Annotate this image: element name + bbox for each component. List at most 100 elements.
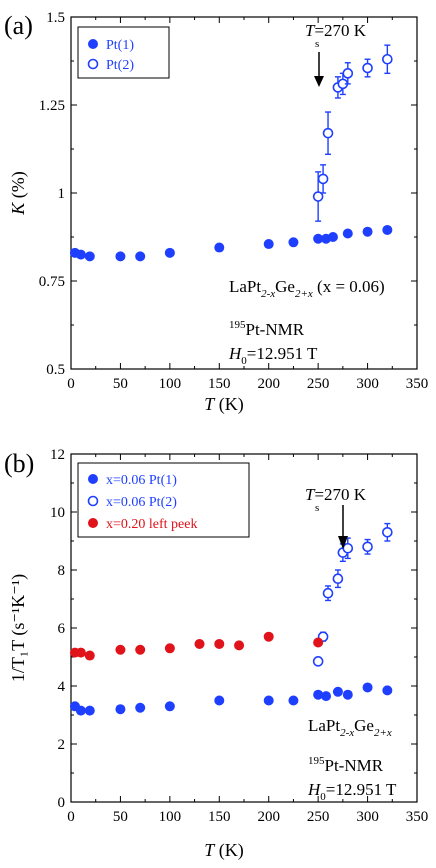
point-pt-2 — [322, 127, 334, 139]
point-x-0-20-left-peek — [115, 644, 126, 655]
y-tick-label: 1.5 — [46, 10, 65, 26]
panel-b-legend: x=0.06 Pt(1) x=0.06 Pt(2) x=0.20 left pe… — [77, 462, 250, 538]
x-tick-label: 100 — [159, 376, 182, 392]
panel-a-formula: LaPt2-xGe2+x (x = 0.06) — [229, 277, 385, 300]
panel-b-x-axis-label: T (K) — [204, 840, 244, 861]
point-pt-2 — [342, 68, 354, 79]
point-x-0-06-pt-2 — [332, 573, 344, 585]
point-pt-1 — [342, 228, 353, 239]
legend-b-label-pt2: x=0.06 Pt(2) — [106, 495, 177, 510]
panel-b-y-axis-label: 1/T₁T (s⁻¹K⁻¹) — [8, 574, 29, 682]
panel-b-ts-annotation: T=270 K s — [305, 485, 367, 549]
point-x-0-06-pt-1 — [342, 689, 353, 700]
x-tick-label: 150 — [208, 809, 231, 825]
point-pt-2 — [362, 62, 373, 74]
y-tick-label: 4 — [58, 679, 66, 695]
point-pt-1 — [84, 251, 95, 262]
x-tick-label: 50 — [113, 376, 128, 392]
point-pt-1 — [313, 233, 324, 244]
point-x-0-20-left-peek — [214, 638, 225, 649]
y-tick-label: 1.25 — [39, 98, 65, 114]
panel-b-field: H0=12.951 T — [307, 780, 397, 803]
x-tick-label: 350 — [406, 376, 429, 392]
point-x-0-06-pt-1 — [263, 695, 274, 706]
x-tick-label: 300 — [356, 376, 379, 392]
point-x-0-20-left-peek — [263, 631, 274, 642]
panel-a-x-tick-labels: 0 50 100 150 200 250 300 350 — [67, 376, 428, 392]
panel-a: (a) 0 50 100 150 200 250 300 350 0.5 0.75 1 1.25 1.… — [4, 10, 428, 415]
legend-b-label-x020: x=0.20 left peek — [106, 517, 197, 532]
point-x-0-20-left-peek — [164, 643, 175, 654]
point-x-0-06-pt-1 — [321, 691, 332, 702]
point-x-0-06-pt-2 — [322, 587, 334, 599]
x-tick-label: 150 — [208, 376, 231, 392]
panel-b-x-tick-labels: 0 50 100 150 200 250 300 350 — [67, 809, 428, 825]
legend-b-marker-pt2 — [87, 495, 99, 507]
legend-a-label-pt1: Pt(1) — [106, 38, 134, 53]
x-tick-label: 200 — [257, 376, 280, 392]
point-pt-1 — [164, 247, 175, 258]
y-tick-label: 6 — [58, 621, 66, 637]
x-tick-label: 100 — [159, 809, 182, 825]
legend-b-label-pt1: x=0.06 Pt(1) — [106, 473, 177, 488]
point-pt-1 — [327, 232, 338, 242]
panel-a-ts-annotation: T=270 K s — [305, 21, 367, 87]
point-x-0-20-left-peek — [75, 647, 86, 658]
point-x-0-06-pt-2 — [312, 656, 324, 667]
panel-a-ts-sub: s — [315, 38, 319, 50]
panel-b-nucleus: 195Pt-NMR — [308, 755, 384, 775]
panel-a-label: (a) — [4, 11, 33, 40]
y-tick-label: 0.75 — [39, 274, 65, 290]
point-x-0-20-left-peek — [194, 638, 205, 649]
legend-a-marker-pt1 — [88, 39, 98, 49]
point-x-0-20-left-peek — [84, 650, 95, 661]
point-x-0-06-pt-1 — [382, 685, 393, 696]
panel-a-ticks — [70, 16, 418, 370]
legend-a-label-pt2: Pt(2) — [106, 58, 134, 73]
point-pt-1 — [214, 242, 225, 253]
point-pt-1 — [288, 237, 299, 248]
point-pt-1 — [115, 251, 126, 262]
point-x-0-06-pt-1 — [362, 682, 373, 693]
point-x-0-06-pt-1 — [164, 701, 175, 712]
panel-a-ts-label: T=270 K — [305, 21, 367, 40]
y-tick-label: 1 — [58, 186, 66, 202]
panel-b-formula: LaPt2-xGe2+x — [308, 716, 392, 739]
point-x-0-06-pt-1 — [84, 705, 95, 716]
legend-a-marker-pt2 — [87, 58, 99, 70]
point-x-0-06-pt-1 — [135, 702, 146, 713]
y-tick-label: 10 — [50, 505, 65, 521]
panel-a-field: H0=12.951 T — [228, 344, 318, 367]
x-tick-label: 300 — [356, 809, 379, 825]
x-tick-label: 250 — [307, 809, 330, 825]
y-tick-label: 0.5 — [46, 362, 65, 378]
point-x-0-06-pt-1 — [115, 704, 126, 715]
point-pt-2 — [312, 191, 324, 202]
y-tick-label: 0 — [58, 795, 66, 811]
point-x-0-06-pt-2 — [342, 542, 354, 554]
y-tick-label: 12 — [50, 447, 65, 463]
point-x-0-20-left-peek — [234, 640, 245, 651]
point-x-0-06-pt-1 — [313, 689, 324, 700]
x-tick-label: 350 — [406, 809, 429, 825]
panel-b: (b) 0 50 100 150 200 250 300 350 0 2 4 6 8 10 12 T (K… — [4, 447, 428, 861]
legend-b-marker-x020 — [88, 518, 98, 528]
panel-b-ticks — [70, 453, 418, 803]
point-x-0-20-left-peek — [313, 637, 324, 648]
panel-a-y-axis-label: K (%) — [8, 171, 29, 216]
point-x-0-20-left-peek — [135, 644, 146, 655]
point-pt-1 — [135, 251, 146, 262]
point-pt-1 — [75, 249, 86, 260]
point-pt-1 — [263, 239, 274, 250]
panel-b-ts-label: T=270 K — [305, 485, 367, 504]
point-x-0-06-pt-1 — [75, 705, 86, 716]
panel-a-nucleus: 195Pt-NMR — [229, 319, 305, 339]
x-tick-label: 200 — [257, 809, 280, 825]
panel-a-legend: Pt(1) Pt(2) — [77, 26, 170, 79]
y-tick-label: 2 — [58, 737, 66, 753]
point-x-0-06-pt-1 — [288, 695, 299, 706]
point-pt-2 — [317, 173, 329, 185]
panel-a-data-marks — [69, 44, 393, 262]
point-x-0-06-pt-1 — [214, 695, 225, 706]
